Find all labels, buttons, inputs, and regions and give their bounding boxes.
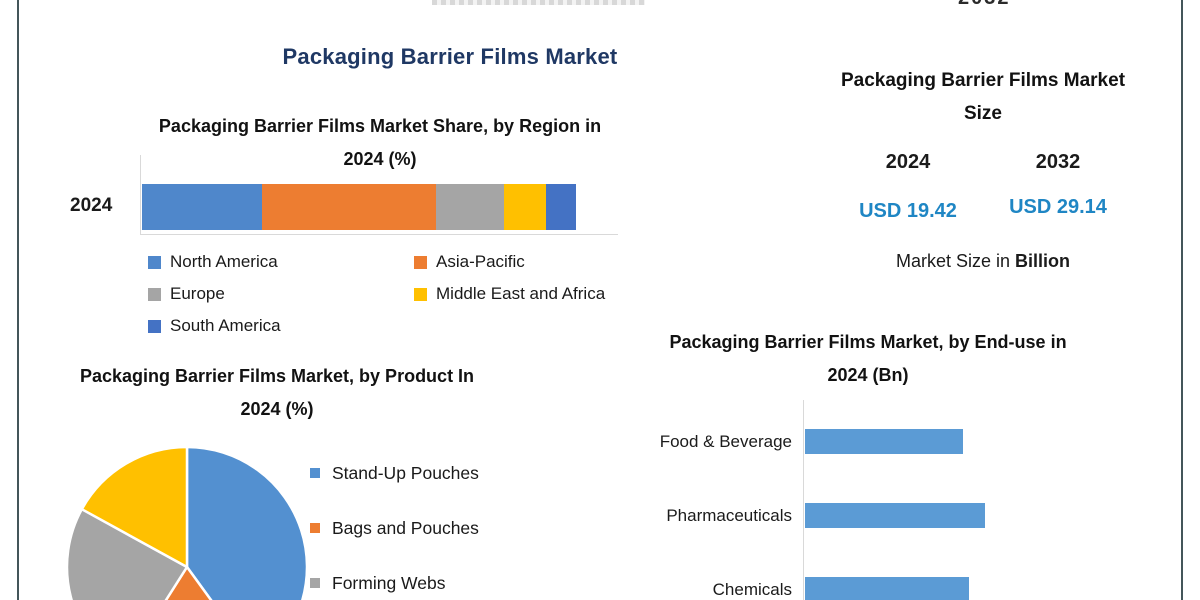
legend-label: Forming Webs	[332, 572, 446, 593]
legend-label: Middle East and Africa	[436, 284, 606, 303]
enduse-category-chemicals: Chemicals	[712, 580, 792, 599]
market-size-panel: Packaging Barrier Films Market Size 2024…	[833, 64, 1133, 272]
legend-marker-asia-pacific	[414, 255, 427, 269]
enduse-bar-food-beverage	[805, 429, 963, 454]
legend-label: Europe	[170, 284, 225, 303]
bar-segment-europe	[435, 184, 504, 230]
legend-label: North America	[170, 252, 278, 271]
legend-item-forming-webs: Forming Webs	[310, 572, 479, 594]
page-title: Packaging Barrier Films Market	[282, 44, 618, 69]
region-chart-y-axis	[140, 155, 141, 235]
legend-marker-forming-webs	[310, 578, 320, 588]
enduse-bar-pharmaceuticals	[805, 503, 985, 528]
region-stacked-bar	[142, 184, 576, 230]
cropped-text-remnant	[432, 0, 645, 5]
cropped-year-text: 2032	[958, 0, 1050, 9]
legend-marker-south-america	[148, 319, 161, 333]
market-size-title: Packaging Barrier Films Market Size	[840, 70, 1126, 125]
legend-marker-stand-up-pouches	[310, 468, 320, 478]
enduse-category-pharmaceuticals: Pharmaceuticals	[666, 506, 792, 525]
legend-marker-bags-and-pouches	[310, 523, 320, 533]
legend-item-bags-and-pouches: Bags and Pouches	[310, 517, 479, 539]
left-border	[17, 0, 19, 600]
pie-slice-unlabeled	[80, 445, 189, 569]
legend-label: South America	[170, 316, 281, 335]
legend-marker-north-america	[148, 255, 161, 269]
bar-segment-north-america	[142, 184, 263, 230]
bar-segment-middle-east-and-africa	[503, 184, 547, 230]
market-size-footnote: Market Size in Billion	[833, 251, 1133, 272]
enduse-chart-title: Packaging Barrier Films Market, by End-u…	[669, 332, 1067, 386]
legend-item-north-america: North America	[148, 251, 281, 273]
market-size-values-row: USD 19.42 USD 29.14	[833, 196, 1133, 223]
bar-segment-south-america	[546, 184, 576, 230]
legend-item-stand-up-pouches: Stand-Up Pouches	[310, 462, 479, 484]
legend-label: Asia-Pacific	[436, 252, 525, 271]
legend-item-south-america: South America	[148, 315, 281, 337]
enduse-category-food-beverage: Food & Beverage	[659, 432, 792, 451]
legend-marker-middle-east-and-africa	[414, 287, 427, 301]
right-border	[1181, 0, 1183, 600]
footnote-bold: Billion	[1015, 250, 1071, 271]
legend-label: Stand-Up Pouches	[332, 462, 479, 483]
market-size-year-2024: 2024	[885, 150, 931, 173]
product-chart-title: Packaging Barrier Films Market, by Produ…	[79, 366, 475, 420]
product-pie-chart	[65, 445, 309, 600]
legend-marker-europe	[148, 287, 161, 301]
market-size-value-2024: USD 19.42	[859, 199, 957, 222]
product-pie-legend: Stand-Up Pouches Bags and Pouches Forming …	[310, 462, 479, 594]
pie-slice-forming-webs	[65, 507, 189, 600]
bar-segment-asia-pacific	[262, 184, 436, 230]
legend-item-europe: Europe	[148, 283, 281, 305]
region-chart-category-label: 2024	[70, 195, 113, 216]
footnote-text: Market Size in	[895, 250, 1016, 271]
cropped-year-remnant: 2032	[958, 0, 1050, 9]
market-size-year-2032: 2032	[1035, 150, 1081, 173]
legend-label: Bags and Pouches	[332, 517, 479, 538]
enduse-chart-axis	[803, 400, 804, 600]
pie-slice-stand-up-pouches	[185, 445, 309, 600]
legend-item-asia-pacific: Asia-Pacific	[414, 251, 605, 273]
market-size-value-2032: USD 29.14	[1009, 195, 1107, 218]
region-chart-title: Packaging Barrier Films Market Share, by…	[158, 116, 602, 170]
legend-item-middle-east-and-africa: Middle East and Africa	[414, 283, 605, 305]
pie-slice-bags-and-pouches	[164, 565, 213, 600]
market-size-years-row: 2024 2032	[833, 151, 1133, 174]
region-legend-column-1: North America Europe South America	[148, 251, 281, 337]
region-legend-column-2: Asia-Pacific Middle East and Africa	[414, 251, 605, 305]
enduse-bar-chemicals	[805, 577, 969, 600]
region-chart-x-axis	[140, 234, 618, 235]
